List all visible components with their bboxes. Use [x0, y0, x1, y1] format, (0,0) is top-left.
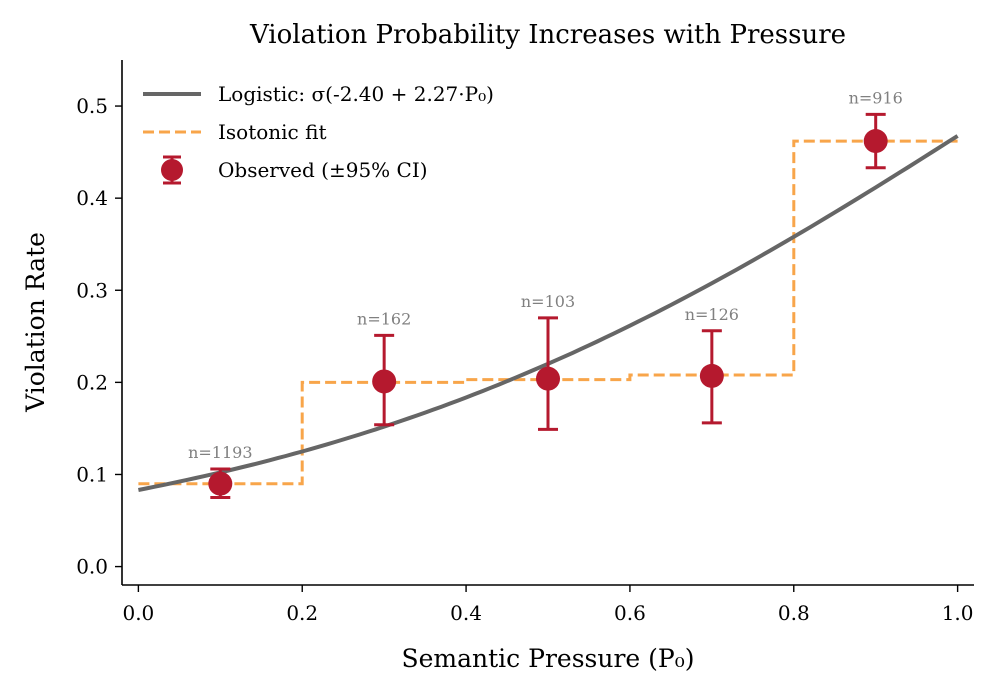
x-tick-label: 0.8: [778, 601, 810, 625]
legend-swatch-observed: [161, 159, 183, 181]
sample-size-label: n=162: [357, 309, 411, 328]
isotonic-fit-line: [138, 139, 958, 486]
observed-point: [699, 363, 724, 388]
y-tick-label: 0.1: [76, 462, 108, 486]
x-ticks: 0.0 0.2 0.4 0.6 0.8 1.0: [122, 585, 974, 625]
sample-size-label: n=103: [521, 292, 575, 311]
observed-point: [863, 129, 888, 154]
sample-size-label: n=916: [849, 88, 903, 107]
x-tick-label: 0.0: [122, 601, 154, 625]
logistic-curve: [138, 134, 959, 492]
chart-title: Violation Probability Increases with Pre…: [249, 20, 846, 50]
legend-label-logistic: Logistic: σ(-2.40 + 2.27·P₀): [218, 82, 494, 106]
y-tick-label: 0.3: [76, 278, 108, 302]
x-tick-label: 1.0: [942, 601, 974, 625]
observed-point: [372, 369, 397, 394]
sample-size-label: n=126: [685, 305, 739, 324]
observed-point: [536, 366, 560, 391]
y-ticks: 0.0 0.1 0.2 0.3 0.4 0.5: [76, 94, 122, 579]
observed-point: [208, 471, 233, 496]
legend-label-observed: Observed (±95% CI): [218, 158, 428, 182]
legend-label-isotonic: Isotonic fit: [218, 120, 327, 144]
x-tick-label: 0.6: [614, 601, 646, 625]
x-tick-label: 0.4: [450, 601, 482, 625]
y-axis-title: Violation Rate: [21, 232, 50, 413]
x-axis-title: Semantic Pressure (P₀): [402, 644, 695, 673]
y-tick-label: 0.5: [76, 94, 108, 118]
y-tick-label: 0.0: [76, 555, 108, 579]
y-tick-label: 0.2: [76, 370, 108, 394]
y-tick-label: 0.4: [76, 186, 108, 210]
sample-size-label: n=1193: [188, 443, 252, 462]
plot-area: n=1193 n=162 n=103 n=126 n=916: [138, 88, 959, 499]
legend: Logistic: σ(-2.40 + 2.27·P₀) Isotonic fi…: [143, 82, 494, 185]
x-tick-label: 0.2: [286, 601, 318, 625]
